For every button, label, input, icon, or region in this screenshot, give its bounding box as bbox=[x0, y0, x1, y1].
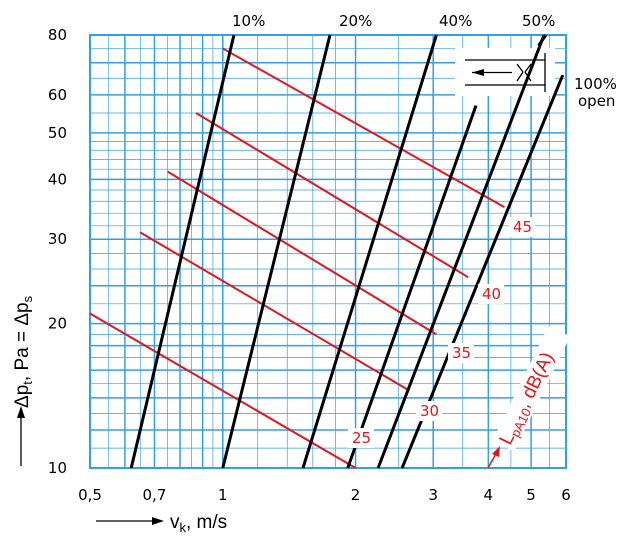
grid-major bbox=[90, 35, 566, 468]
sound-label-bg bbox=[348, 428, 374, 448]
opening-label-100: 100% bbox=[574, 75, 617, 93]
sound-label: 35 bbox=[452, 344, 471, 362]
opening-line-2 bbox=[301, 34, 438, 469]
opening-line-4 bbox=[376, 34, 546, 469]
opening-line-4-top bbox=[537, 34, 548, 47]
opening-line-1 bbox=[221, 34, 332, 469]
y-axis-arrow bbox=[17, 406, 25, 466]
y-tick-labels: 10 20 30 40 50 60 80 bbox=[48, 26, 67, 477]
plot-frame bbox=[89, 34, 567, 469]
open-label-bg bbox=[570, 74, 622, 110]
x-tick-label: 0,7 bbox=[143, 486, 167, 504]
x-axis-unit: , m/s bbox=[186, 512, 227, 533]
y-axis-var-b: , Pa = Δp bbox=[12, 302, 33, 381]
sound-line-45 bbox=[222, 47, 505, 209]
y-tick-label: 60 bbox=[48, 86, 67, 104]
sound-axis-unit: , dB(A) bbox=[514, 349, 559, 411]
y-tick-label: 40 bbox=[48, 170, 67, 188]
sound-line-30 bbox=[139, 231, 410, 392]
x-tick-labels: 0,5 0,7 1 2 3 4 5 6 bbox=[78, 486, 571, 504]
sound-label: 40 bbox=[482, 285, 501, 303]
y-tick-label: 50 bbox=[48, 124, 67, 142]
y-axis-sub-b: s bbox=[20, 295, 35, 302]
x-tick-label: 3 bbox=[428, 486, 438, 504]
svg-text:Δpt, Pa = Δps: Δpt, Pa = Δps bbox=[12, 295, 35, 408]
grid-minor bbox=[90, 35, 566, 468]
x-axis-var: v bbox=[170, 512, 180, 533]
opening-line-0 bbox=[129, 34, 236, 469]
sound-labels: 25 30 35 40 45 bbox=[348, 217, 535, 448]
sound-line-35 bbox=[167, 170, 437, 336]
y-tick-label: 10 bbox=[48, 459, 67, 477]
opening-label: 20% bbox=[339, 12, 372, 30]
opening-lines bbox=[129, 34, 565, 469]
y-axis-sub-a: t bbox=[20, 381, 35, 385]
x-tick-label: 1 bbox=[218, 486, 228, 504]
x-tick-label: 4 bbox=[484, 486, 494, 504]
x-axis-label: vk, m/s bbox=[96, 512, 227, 535]
sound-label-bg bbox=[509, 217, 535, 237]
sound-label: 45 bbox=[513, 218, 532, 236]
sound-label: 30 bbox=[420, 402, 439, 420]
x-tick-label: 5 bbox=[526, 486, 536, 504]
y-axis-var-a: Δp bbox=[12, 385, 33, 408]
sound-label-bg bbox=[448, 343, 474, 363]
x-tick-label: 6 bbox=[561, 486, 571, 504]
x-axis-sub: k bbox=[180, 520, 187, 535]
y-tick-label: 20 bbox=[48, 315, 67, 333]
sound-lines bbox=[89, 47, 505, 469]
sound-line-40 bbox=[195, 112, 469, 279]
sound-axis-label: LpA10, dB(A) bbox=[487, 325, 571, 469]
opening-line-3 bbox=[346, 105, 478, 469]
svg-text:LpA10, dB(A): LpA10, dB(A) bbox=[496, 349, 561, 449]
svg-text:vk, m/s: vk, m/s bbox=[170, 512, 227, 535]
opening-label: 40% bbox=[439, 12, 472, 30]
y-axis-label: Δpt, Pa = Δps bbox=[12, 295, 35, 408]
opening-labels: 10% 20% 40% 50% 100%open bbox=[232, 12, 622, 110]
damper-icon bbox=[455, 48, 555, 96]
sound-label: 25 bbox=[352, 429, 371, 447]
x-tick-label: 0,5 bbox=[78, 486, 102, 504]
y-tick-label: 80 bbox=[48, 26, 67, 44]
opening-label: 10% bbox=[232, 12, 265, 30]
sound-label-bg bbox=[416, 401, 442, 421]
opening-label: 50% bbox=[522, 12, 555, 30]
x-tick-label: 2 bbox=[351, 486, 361, 504]
sound-label-bg bbox=[478, 284, 504, 304]
opening-label-open: open bbox=[578, 92, 615, 110]
y-tick-label: 30 bbox=[48, 230, 67, 248]
